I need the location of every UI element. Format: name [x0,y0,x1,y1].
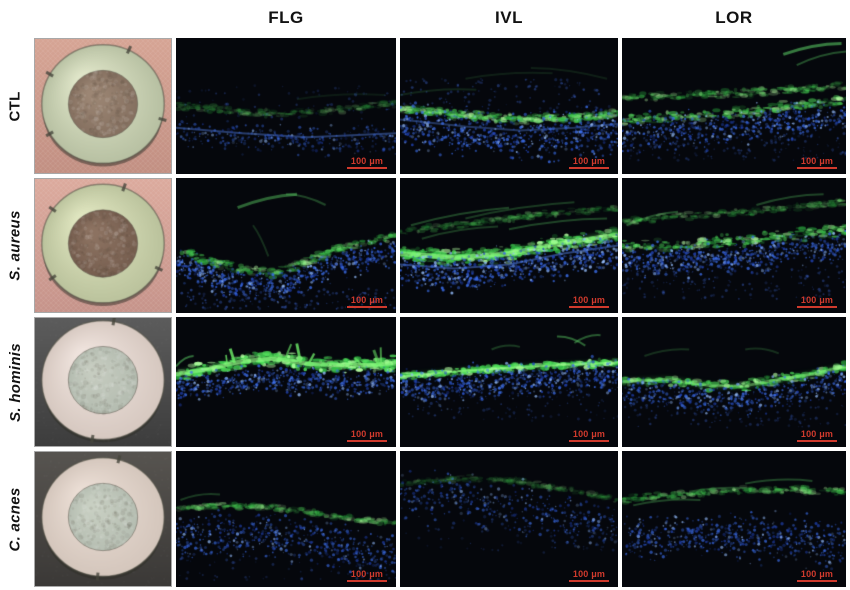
micrograph-canvas [176,178,396,313]
column-header-lor: LOR [715,7,753,27]
culture-insert-photo-canvas [35,179,171,312]
micrograph-canvas [622,178,846,313]
micrograph-ctl-flg: 100 μm [176,38,396,174]
micrograph-c-acnes-lor: 100 μm [622,451,846,587]
micrograph-canvas [400,317,618,447]
micrograph-s-hominis-ivl: 100 μm [400,317,618,447]
micrograph-canvas [400,451,618,587]
micrograph-canvas [622,317,846,447]
micrograph-s-hominis-flg: 100 μm [176,317,396,447]
micrograph-canvas [400,178,618,313]
culture-insert-photo-ctl [34,38,172,174]
culture-insert-photo-canvas [35,318,171,446]
culture-insert-photo-s-hominis [34,317,172,447]
micrograph-canvas [176,317,396,447]
culture-insert-photo-canvas [35,39,171,173]
row-label-c-acnes: C. acnes [6,486,24,552]
micrograph-canvas [622,451,846,587]
micrograph-s-aureus-ivl: 100 μm [400,178,618,313]
row-label-s-hominis: S. hominis [6,342,24,422]
micrograph-canvas [176,38,396,174]
micrograph-c-acnes-flg: 100 μm [176,451,396,587]
micrograph-canvas [622,38,846,174]
culture-insert-photo-s-aureus [34,178,172,313]
culture-insert-photo-c-acnes [34,451,172,587]
column-header-flg: FLG [268,7,304,27]
micrograph-c-acnes-ivl: 100 μm [400,451,618,587]
micrograph-canvas [176,451,396,587]
column-header-ivl: IVL [495,7,523,27]
micrograph-s-aureus-lor: 100 μm [622,178,846,313]
micrograph-ctl-ivl: 100 μm [400,38,618,174]
row-label-ctl: CTL [6,90,24,122]
micrograph-ctl-lor: 100 μm [622,38,846,174]
micrograph-s-aureus-flg: 100 μm [176,178,396,313]
micrograph-canvas [400,38,618,174]
culture-insert-photo-canvas [35,452,171,586]
row-label-s-aureus: S. aureus [6,210,24,281]
micrograph-s-hominis-lor: 100 μm [622,317,846,447]
